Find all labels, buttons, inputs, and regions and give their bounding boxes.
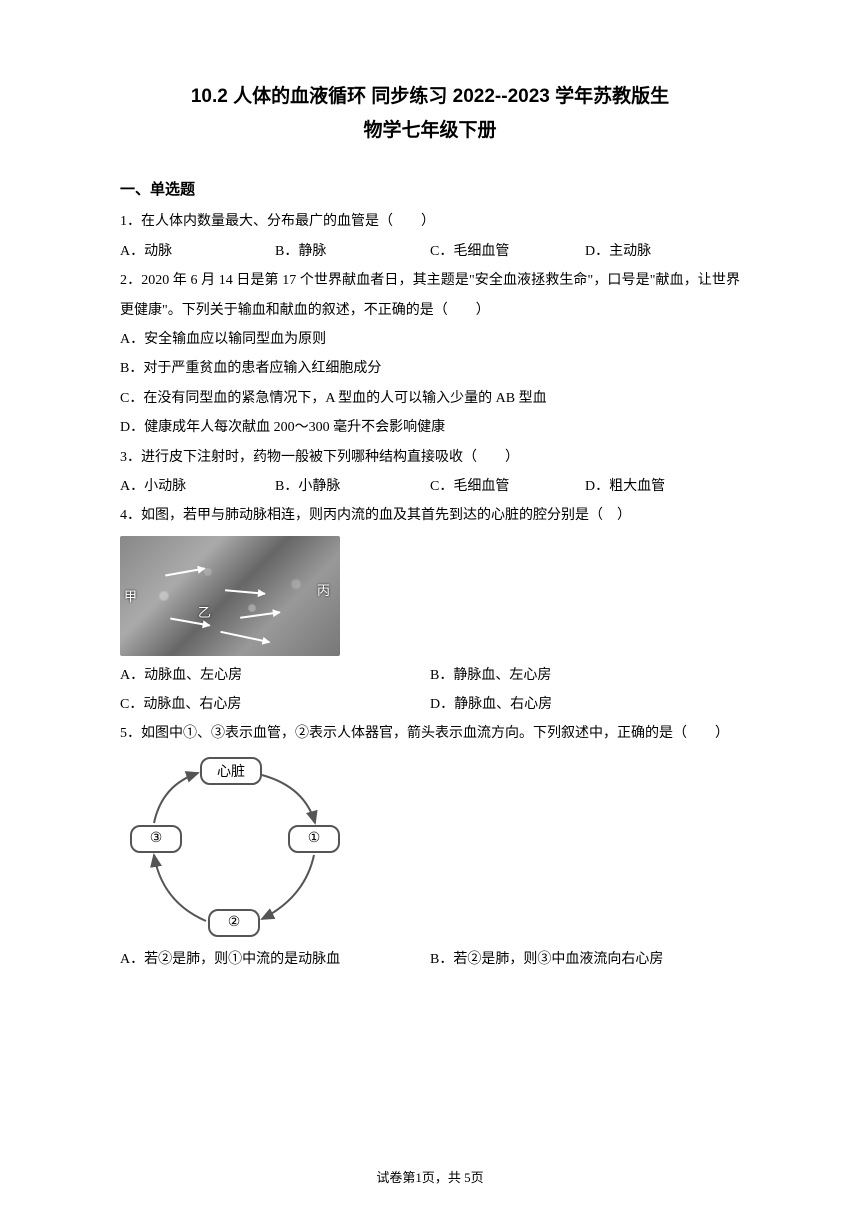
q1-option-c: C．毛细血管: [430, 237, 585, 266]
question-3-options: A．小动脉 B．小静脉 C．毛细血管 D．粗大血管: [120, 472, 740, 501]
page-footer: 试卷第1页，共 5页: [0, 1167, 860, 1186]
question-4-options-row2: C．动脉血、右心房 D．静脉血、右心房: [120, 690, 740, 719]
flow-arrow-icon: [165, 567, 205, 576]
q1-option-b: B．静脉: [275, 237, 430, 266]
question-4-image: 甲 乙 丙: [120, 536, 340, 656]
image-label-jia: 甲: [124, 586, 137, 605]
question-5-options-row1: A．若②是肺，则①中流的是动脉血 B．若②是肺，则③中血液流向右心房: [120, 945, 740, 974]
q3-option-d: D．粗大血管: [585, 472, 740, 501]
q5-option-a: A．若②是肺，则①中流的是动脉血: [120, 945, 430, 974]
question-5: 5．如图中①、③表示血管，②表示人体器官，箭头表示血流方向。下列叙述中，正确的是…: [120, 719, 740, 748]
q2-option-b: B．对于严重贫血的患者应输入红细胞成分: [120, 354, 740, 383]
page-title: 10.2 人体的血液循环 同步练习 2022--2023 学年苏教版生 物学七年…: [120, 80, 740, 148]
diagram-box-3: ③: [130, 825, 182, 853]
flow-arrow-icon: [220, 630, 269, 642]
q3-option-a: A．小动脉: [120, 472, 275, 501]
title-line-2: 物学七年级下册: [120, 114, 740, 148]
q3-option-b: B．小静脉: [275, 472, 430, 501]
question-5-diagram: 心脏 ① ② ③: [130, 757, 340, 937]
question-2: 2．2020 年 6 月 14 日是第 17 个世界献血者日，其主题是"安全血液…: [120, 266, 740, 325]
q5-option-b: B．若②是肺，则③中血液流向右心房: [430, 945, 740, 974]
q4-option-d: D．静脉血、右心房: [430, 690, 740, 719]
question-3: 3．进行皮下注射时，药物一般被下列哪种结构直接吸收（ ）: [120, 443, 740, 472]
image-label-yi: 乙: [198, 602, 211, 621]
q2-option-c: C．在没有同型血的紧急情况下，A 型血的人可以输入少量的 AB 型血: [120, 384, 740, 413]
question-4-options-row1: A．动脉血、左心房 B．静脉血、左心房: [120, 661, 740, 690]
flow-arrow-icon: [225, 589, 265, 594]
q2-option-a: A．安全输血应以输同型血为原则: [120, 325, 740, 354]
diagram-box-heart: 心脏: [200, 757, 262, 785]
question-4: 4．如图，若甲与肺动脉相连，则丙内流的血及其首先到达的心脏的腔分别是（ ）: [120, 501, 740, 530]
section-header: 一、单选题: [120, 178, 740, 199]
q1-option-d: D．主动脉: [585, 237, 740, 266]
diagram-box-1: ①: [288, 825, 340, 853]
q3-option-c: C．毛细血管: [430, 472, 585, 501]
q4-option-a: A．动脉血、左心房: [120, 661, 430, 690]
title-line-1: 10.2 人体的血液循环 同步练习 2022--2023 学年苏教版生: [120, 80, 740, 114]
q4-option-c: C．动脉血、右心房: [120, 690, 430, 719]
q1-option-a: A．动脉: [120, 237, 275, 266]
question-1: 1．在人体内数量最大、分布最广的血管是（ ）: [120, 207, 740, 236]
diagram-box-2: ②: [208, 909, 260, 937]
q2-option-d: D．健康成年人每次献血 200～300 毫升不会影响健康: [120, 413, 740, 442]
flow-arrow-icon: [240, 611, 280, 619]
image-label-bing: 丙: [317, 580, 330, 599]
q4-option-b: B．静脉血、左心房: [430, 661, 740, 690]
question-1-options: A．动脉 B．静脉 C．毛细血管 D．主动脉: [120, 237, 740, 266]
